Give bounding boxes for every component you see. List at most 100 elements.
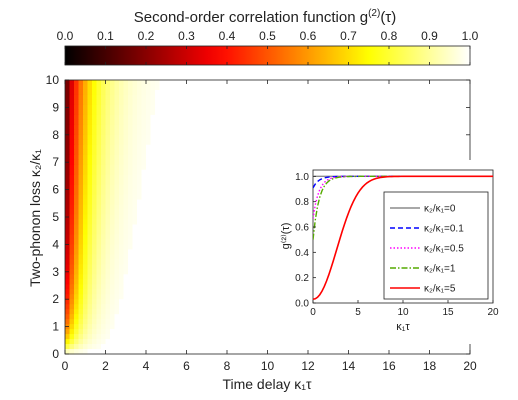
heatmap-cell [425,94,431,101]
heatmap-cell [191,139,197,146]
heatmap-cell [105,159,111,166]
heatmap-cell [74,184,80,191]
heatmap-cell [173,124,179,131]
heatmap-cell [276,284,282,290]
heatmap-cell [321,104,327,111]
heatmap-cell [263,349,269,355]
heatmap-cell [123,349,129,355]
heatmap-cell [74,119,80,126]
heatmap-cell [87,159,93,166]
heatmap-cell [101,269,107,275]
heatmap-cell [74,179,80,186]
heatmap-cell [443,114,449,121]
heatmap-cell [92,299,98,305]
heatmap-cell [182,184,188,191]
heatmap-cell [110,139,116,146]
heatmap-cell [425,84,431,91]
heatmap-cell [114,99,120,106]
heatmap-cell [164,174,170,181]
heatmap-cell [105,119,111,126]
heatmap-cell [146,309,152,315]
heatmap-cell [308,89,314,96]
heatmap-cell [123,234,129,241]
heatmap-cell [159,249,165,255]
heatmap-cell [407,119,413,126]
heatmap-cell [146,339,152,345]
heatmap-cell [168,299,174,305]
heatmap-cell [375,129,381,136]
heatmap-cell [303,139,309,146]
heatmap-cell [132,349,138,355]
heatmap-cell [272,234,278,241]
heatmap-cell [245,144,251,151]
heatmap-cell [150,289,156,295]
heatmap-cell [177,174,183,181]
heatmap-cell [110,129,116,136]
heatmap-cell [65,154,71,161]
heatmap-cell [222,334,228,340]
heatmap-cell [87,349,93,355]
heatmap-cell [137,264,143,270]
heatmap-cell [114,134,120,141]
heatmap-cell [213,304,219,310]
heatmap-cell [375,114,381,121]
heatmap-cell [195,94,201,101]
heatmap-cell [182,89,188,96]
heatmap-cell [213,199,219,206]
heatmap-cell [69,144,75,151]
heatmap-cell [371,104,377,111]
heatmap-cell [353,134,359,141]
heatmap-cell [209,184,215,191]
heatmap-cell [321,349,327,355]
heatmap-cell [222,124,228,131]
heatmap-cell [416,344,422,350]
heatmap-cell [87,84,93,91]
heatmap-cell [267,304,273,310]
heatmap-cell [146,144,152,151]
heatmap-cell [290,80,296,86]
heatmap-cell [173,159,179,166]
heatmap-cell [429,99,435,106]
heatmap-cell [213,80,219,86]
heatmap-cell [380,80,386,86]
heatmap-cell [155,244,161,250]
heatmap-cell [128,304,134,310]
heatmap-cell [200,349,206,355]
heatmap-cell [362,144,368,151]
heatmap-cell [164,319,170,325]
heatmap-cell [218,234,224,241]
heatmap-cell [231,264,237,270]
heatmap-cell [357,349,363,355]
heatmap-cell [114,94,120,101]
heatmap-cell [74,84,80,91]
heatmap-cell [249,339,255,345]
heatmap-cell [227,324,233,330]
heatmap-cell [105,144,111,151]
heatmap-cell [461,119,467,126]
heatmap-cell [240,194,246,201]
heatmap-cell [254,80,260,86]
heatmap-cell [114,284,120,290]
heatmap-cell [348,144,354,151]
heatmap-cell [74,99,80,106]
heatmap-cell [191,349,197,355]
heatmap-cell [83,294,89,300]
heatmap-cell [182,149,188,156]
heatmap-cell [146,124,152,131]
heatmap-cell [195,349,201,355]
heatmap-cell [132,329,138,335]
heatmap-cell [231,94,237,101]
heatmap-cell [195,194,201,201]
heatmap-cell [92,349,98,355]
heatmap-cell [222,269,228,275]
heatmap-cell [222,164,228,171]
heatmap-cell [209,349,215,355]
heatmap-cell [173,269,179,275]
heatmap-cell [191,89,197,96]
heatmap-cell [317,114,323,121]
heatmap-cell [411,119,417,126]
heatmap-cell [177,324,183,330]
heatmap-cell [123,219,129,226]
heatmap-cell [267,324,273,330]
heatmap-cell [245,289,251,295]
